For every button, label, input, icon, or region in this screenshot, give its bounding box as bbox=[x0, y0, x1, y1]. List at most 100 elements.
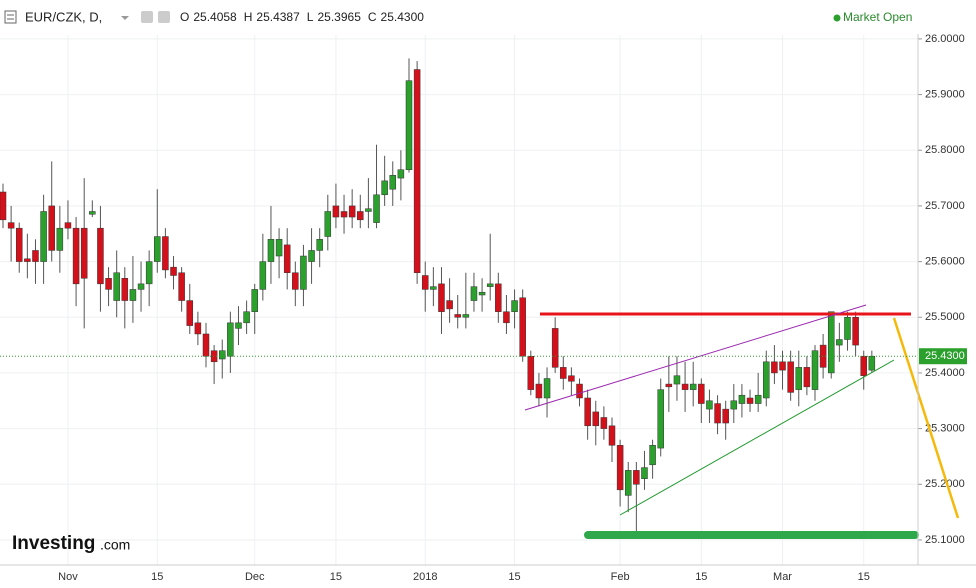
candle-body bbox=[218, 350, 226, 360]
status-dot bbox=[833, 14, 841, 22]
x-tick-label: 15 bbox=[151, 571, 163, 583]
y-tick-label: 25.8000 bbox=[925, 144, 965, 156]
candle-body bbox=[495, 283, 502, 312]
dropdown-caret[interactable] bbox=[121, 16, 129, 20]
candle-body bbox=[405, 80, 413, 170]
y-tick-label: 25.4000 bbox=[925, 367, 965, 379]
candle-body bbox=[308, 250, 315, 262]
candle-body bbox=[365, 208, 372, 212]
candle-body bbox=[72, 227, 80, 285]
candle-body bbox=[608, 425, 616, 446]
candle-body bbox=[771, 361, 778, 374]
candle-body bbox=[15, 227, 23, 262]
candle-body bbox=[129, 289, 137, 301]
candle-body bbox=[649, 445, 656, 466]
y-tick-label: 25.2000 bbox=[925, 478, 965, 490]
candle-body bbox=[194, 322, 202, 335]
candle-body bbox=[292, 272, 299, 290]
brand-name: Investing bbox=[12, 533, 95, 554]
candle-body bbox=[210, 350, 218, 363]
candle-body bbox=[665, 383, 673, 388]
candle-body bbox=[584, 397, 591, 427]
candle-body bbox=[827, 311, 835, 374]
ohlc-value: 25.4058 bbox=[193, 10, 237, 24]
y-tick-label: 25.1000 bbox=[925, 534, 965, 546]
candle-body bbox=[389, 175, 397, 190]
brand-suffix: .com bbox=[100, 537, 130, 553]
candle-body bbox=[446, 300, 453, 310]
candle-body bbox=[633, 470, 640, 485]
y-tick-label: 25.6000 bbox=[925, 255, 965, 267]
candle-body bbox=[763, 361, 770, 399]
candle-body bbox=[340, 211, 348, 218]
ohlc-value: 25.3965 bbox=[317, 10, 361, 24]
candle-body bbox=[746, 397, 754, 404]
candle-body bbox=[7, 222, 15, 229]
candle-body bbox=[316, 239, 323, 251]
candle-body bbox=[698, 383, 705, 404]
settings-icon[interactable] bbox=[141, 11, 153, 23]
channel-line bbox=[524, 304, 867, 411]
candle-body bbox=[868, 355, 876, 371]
candle-body bbox=[40, 211, 47, 262]
candle-body bbox=[154, 236, 161, 262]
candle-body bbox=[470, 286, 478, 301]
candle-body bbox=[616, 445, 624, 491]
candle-body bbox=[486, 283, 494, 287]
candle-body bbox=[689, 383, 697, 390]
candle-body bbox=[56, 227, 64, 251]
candle-body bbox=[421, 275, 429, 290]
candle-body bbox=[754, 394, 762, 404]
candle-body bbox=[381, 180, 388, 196]
x-tick-label: Mar bbox=[773, 571, 792, 583]
candle-body bbox=[779, 361, 786, 371]
candle-body bbox=[373, 194, 380, 223]
candle-body bbox=[681, 383, 689, 390]
x-tick-label: Nov bbox=[58, 571, 78, 583]
candle-body bbox=[722, 408, 729, 424]
candle-body bbox=[300, 255, 307, 290]
market-status: Market Open bbox=[843, 10, 912, 24]
candle-body bbox=[844, 317, 851, 340]
ohlc-value: 25.4300 bbox=[381, 10, 425, 24]
last-price-box bbox=[919, 348, 967, 365]
candle-body bbox=[121, 278, 129, 301]
x-tick-label: 15 bbox=[695, 571, 707, 583]
candle-body bbox=[795, 367, 803, 390]
candle-body bbox=[819, 344, 827, 368]
symbol-title: EUR/CZK, D, bbox=[25, 9, 102, 24]
candle-body bbox=[511, 300, 518, 312]
y-tick-label: 26.0000 bbox=[925, 33, 965, 45]
candle-body bbox=[267, 239, 275, 262]
y-tick-label: 25.5000 bbox=[925, 311, 965, 323]
candle-body bbox=[600, 417, 608, 429]
last-price-label: 25.4300 bbox=[925, 350, 965, 362]
candle-body bbox=[860, 355, 867, 376]
candle-body bbox=[706, 400, 713, 410]
candle-body bbox=[113, 272, 120, 301]
candle-body bbox=[730, 400, 738, 410]
candle-body bbox=[714, 403, 721, 424]
candle-body bbox=[673, 375, 681, 385]
projection-line bbox=[892, 317, 960, 519]
brand-logo: Investing .com bbox=[12, 533, 130, 554]
candle-body bbox=[576, 383, 583, 399]
candle-body bbox=[519, 297, 526, 357]
candle-body bbox=[80, 227, 88, 279]
candle-body bbox=[413, 69, 421, 273]
candle-body bbox=[836, 339, 843, 346]
candle-body bbox=[105, 278, 112, 290]
candle-body bbox=[332, 205, 340, 218]
candle-body bbox=[462, 314, 470, 318]
candle-body bbox=[186, 300, 194, 326]
settings-icon[interactable] bbox=[158, 11, 170, 23]
candle-body bbox=[235, 322, 242, 329]
candle-body bbox=[641, 467, 648, 479]
candle-body bbox=[275, 239, 283, 257]
y-tick-label: 25.3000 bbox=[925, 423, 965, 435]
candle-body bbox=[64, 222, 72, 229]
candle-body bbox=[430, 286, 437, 290]
menu-icon[interactable] bbox=[4, 10, 17, 24]
candle-body bbox=[543, 378, 551, 399]
